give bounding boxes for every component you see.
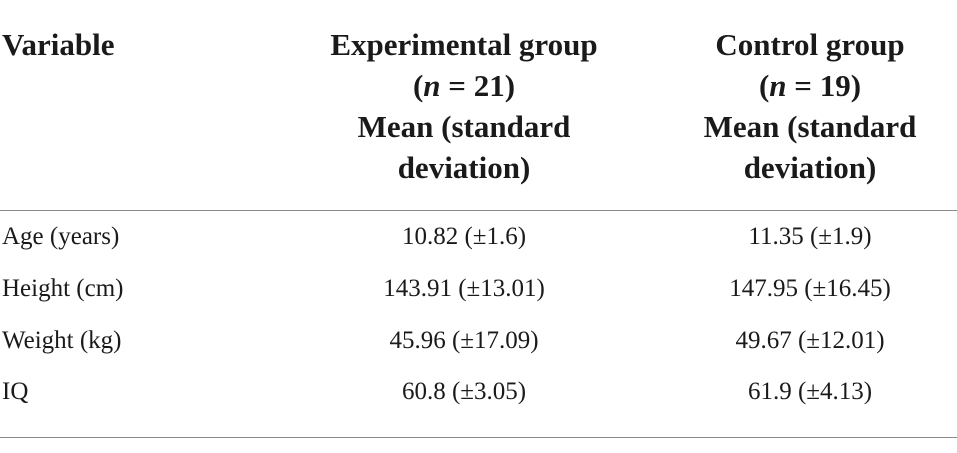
header-control-group: Control group (n = 19) Mean (standard de…	[670, 24, 950, 188]
cell-variable: Weight (kg)	[2, 327, 122, 354]
header-experimental-stat-2: deviation)	[397, 150, 531, 185]
table-header: Variable Experimental group (n = 21) Mea…	[0, 24, 957, 194]
header-control-name: Control group	[715, 27, 905, 62]
cell-variable: Height (cm)	[2, 275, 124, 302]
header-experimental-n: (n = 21)	[412, 68, 516, 103]
cell-variable: IQ	[2, 378, 29, 405]
bottom-rule	[0, 437, 957, 438]
cell-control: 11.35 (±1.9)	[748, 223, 872, 250]
table-row: Age (years) 10.82 (±1.6) 11.35 (±1.9)	[0, 211, 957, 263]
header-control-n: (n = 19)	[758, 68, 862, 103]
cell-control: 147.95 (±16.45)	[729, 275, 891, 302]
cell-experimental: 10.82 (±1.6)	[401, 223, 527, 250]
table-row: IQ 60.8 (±3.05) 61.9 (±4.13)	[0, 366, 957, 418]
header-divider	[0, 210, 957, 211]
header-variable: Variable	[2, 27, 115, 62]
table-row: Height (cm) 143.91 (±13.01) 147.95 (±16.…	[0, 263, 957, 315]
cell-experimental: 45.96 (±17.09)	[389, 327, 539, 354]
cell-experimental: 143.91 (±13.01)	[383, 275, 545, 302]
header-experimental-stat-1: Mean (standard	[357, 109, 571, 144]
header-control-stat-1: Mean (standard	[703, 109, 917, 144]
header-experimental-name: Experimental group	[330, 27, 598, 62]
cell-variable: Age (years)	[2, 223, 120, 250]
header-control-stat-2: deviation)	[743, 150, 877, 185]
cell-control: 61.9 (±4.13)	[747, 378, 873, 405]
cell-experimental: 60.8 (±3.05)	[401, 378, 527, 405]
header-experimental-group: Experimental group (n = 21) Mean (standa…	[296, 24, 632, 188]
table-row: Weight (kg) 45.96 (±17.09) 49.67 (±12.01…	[0, 315, 957, 367]
cell-control: 49.67 (±12.01)	[735, 327, 885, 354]
